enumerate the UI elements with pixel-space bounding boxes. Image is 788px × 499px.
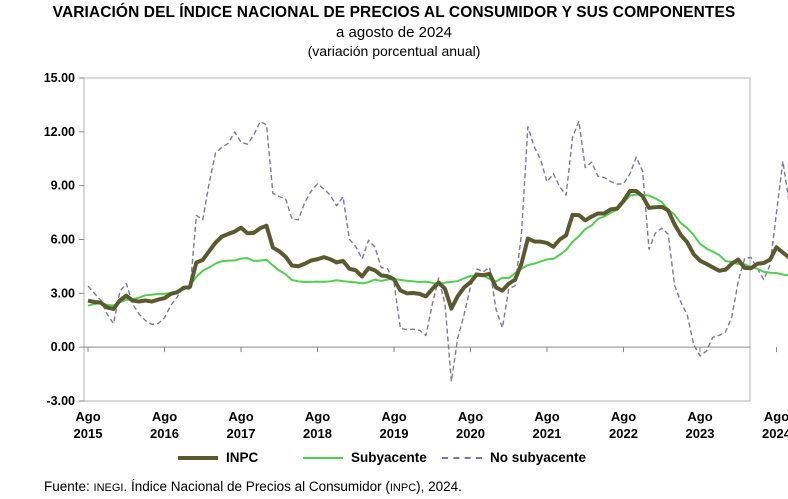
y-tick-label: 9.00 xyxy=(51,179,75,193)
x-tick-label-month: Ago xyxy=(75,409,100,424)
legend-item-no-subyacente: No subyacente xyxy=(442,450,586,465)
x-tick-label-month: Ago xyxy=(305,409,330,424)
legend-label-subyacente: Subyacente xyxy=(351,450,427,465)
source-suffix: ), 2024. xyxy=(416,479,462,494)
x-tick-label-year: 2021 xyxy=(533,426,562,441)
legend-swatch-no-subyacente xyxy=(442,456,482,459)
x-tick-label-month: Ago xyxy=(611,409,636,424)
plot-border xyxy=(83,77,751,402)
source-prefix: Fuente: xyxy=(44,479,94,494)
legend-swatch-subyacente xyxy=(303,456,343,459)
legend-label-no-subyacente: No subyacente xyxy=(490,450,587,465)
y-tick-label: 3.00 xyxy=(51,286,75,300)
series-line-no-subyacente xyxy=(87,120,788,383)
x-tick-label-month: Ago xyxy=(228,409,253,424)
y-tick-label: 0.00 xyxy=(51,340,75,354)
x-tick-label-month: Ago xyxy=(458,409,483,424)
y-tick-label: 12.00 xyxy=(44,125,75,139)
x-tick-label-month: Ago xyxy=(534,409,559,424)
source-inegi: INEGI xyxy=(93,482,124,494)
y-tick-label: 6.00 xyxy=(51,233,75,247)
chart-subtitle: a agosto de 2024 xyxy=(336,24,452,41)
chart-title: VARIACIÓN DEL ÍNDICE NACIONAL DE PRECIOS… xyxy=(52,4,736,21)
chart-axes: -3.00 0.00 3.00 6.00 9.00 12.00 15.00 Ago 2015 Ag… xyxy=(44,71,788,441)
y-tick-label: 15.00 xyxy=(44,71,75,85)
x-tick-label-year: 2024 xyxy=(762,426,788,441)
legend-item-subyacente: Subyacente xyxy=(303,450,427,465)
x-tick-label-month: Ago xyxy=(152,409,177,424)
x-tick-label-year: 2017 xyxy=(227,426,256,441)
x-tick-label-year: 2022 xyxy=(609,426,638,441)
x-tick-label-month: Ago xyxy=(764,409,788,424)
x-tick-label-year: 2023 xyxy=(686,426,715,441)
x-tick-label-year: 2015 xyxy=(74,426,103,441)
source-mid: . Índice Nacional de Precios al Consumid… xyxy=(123,479,390,494)
series-line-subyacente xyxy=(87,193,788,307)
legend-label-inpc: INPC xyxy=(226,450,259,465)
y-tick-label: -3.00 xyxy=(47,394,76,408)
source-note: Fuente: INEGI. Índice Nacional de Precio… xyxy=(44,479,462,494)
line-chart: -3.00 0.00 3.00 6.00 9.00 12.00 15.00 Ago 2015 Ag… xyxy=(44,71,788,441)
x-tick-label-year: 2019 xyxy=(380,426,409,441)
chart-units: (variación porcentual anual) xyxy=(307,43,481,59)
x-tick-label-year: 2020 xyxy=(456,426,485,441)
source-inpc: INPC xyxy=(389,482,417,494)
series-line-inpc xyxy=(87,189,788,311)
x-tick-label-year: 2018 xyxy=(303,426,332,441)
legend-item-inpc: INPC xyxy=(178,450,258,465)
legend-swatch-inpc xyxy=(178,455,218,460)
x-tick-label-year: 2016 xyxy=(150,426,179,441)
chart-legend: INPC Subyacente No subyacente xyxy=(0,450,788,472)
x-tick-label-month: Ago xyxy=(687,409,712,424)
x-tick-label-month: Ago xyxy=(381,409,406,424)
chart-series xyxy=(87,120,788,383)
